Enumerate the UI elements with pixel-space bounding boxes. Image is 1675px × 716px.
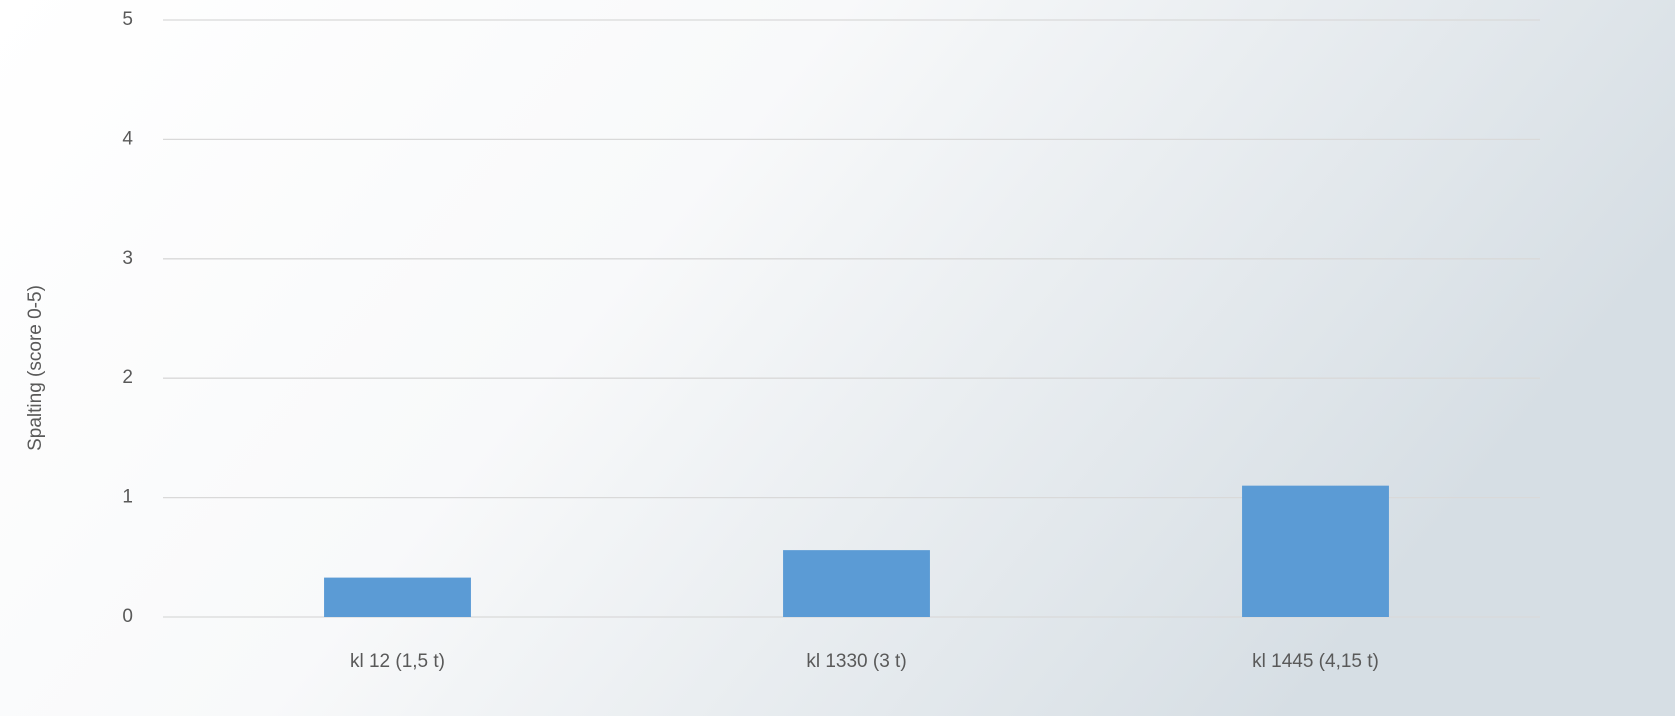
- x-tick-label: kl 1330 (3 t): [806, 651, 906, 672]
- bar: [783, 550, 930, 617]
- y-tick-label: 4: [122, 128, 133, 149]
- x-tick-label: kl 12 (1,5 t): [350, 651, 445, 672]
- y-axis-label: Spalting (score 0-5): [25, 285, 46, 451]
- y-tick-label: 3: [122, 248, 133, 269]
- y-tick-label: 1: [122, 487, 133, 508]
- bar: [1242, 485, 1389, 617]
- x-tick-label: kl 1445 (4,15 t): [1252, 651, 1379, 672]
- y-tick-label: 5: [122, 9, 133, 30]
- y-tick-label: 0: [122, 606, 133, 627]
- bar: [324, 577, 471, 617]
- y-tick-label: 2: [122, 367, 133, 388]
